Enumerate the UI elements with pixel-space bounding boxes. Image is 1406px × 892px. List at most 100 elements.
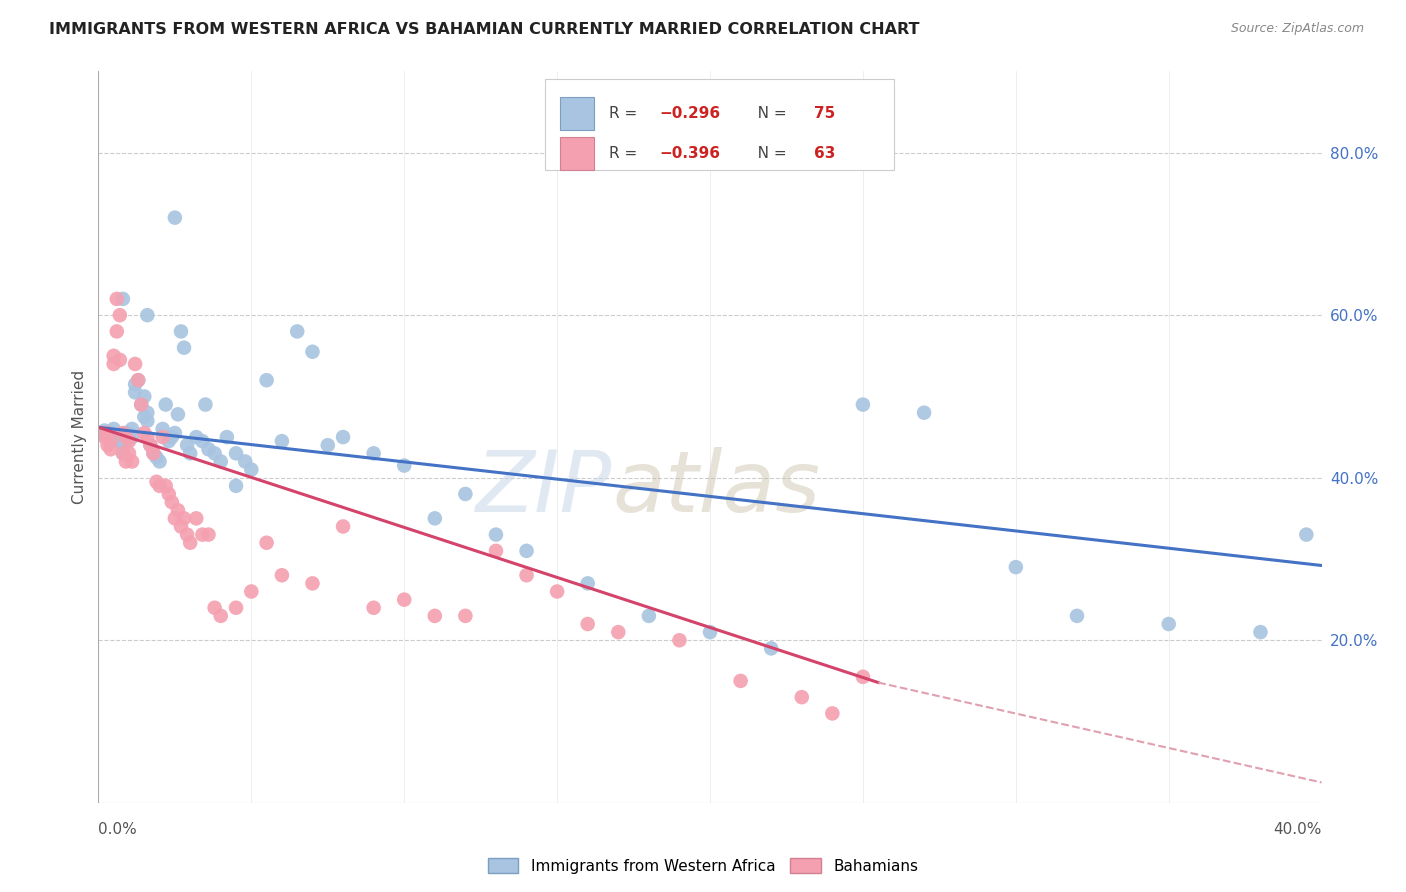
Point [103, 357, 125, 371]
Point [392, 458, 416, 473]
Point [115, 425, 138, 440]
Point [316, 438, 339, 452]
Point [149, 454, 172, 468]
Text: 40.0%: 40.0% [1274, 822, 1322, 837]
Point [423, 608, 446, 623]
Point [197, 442, 219, 457]
FancyBboxPatch shape [560, 97, 593, 130]
Point [209, 608, 232, 623]
Text: ZIP: ZIP [475, 447, 612, 530]
Point [105, 430, 128, 444]
Point [167, 503, 190, 517]
Point [167, 407, 190, 421]
Point [912, 406, 935, 420]
Legend: Immigrants from Western Africa, Bahamians: Immigrants from Western Africa, Bahamian… [482, 852, 924, 880]
Point [423, 511, 446, 525]
Point [170, 325, 193, 339]
Point [105, 325, 128, 339]
Point [118, 446, 141, 460]
Point [176, 438, 198, 452]
Point [108, 434, 131, 449]
Point [97, 425, 120, 440]
Point [139, 438, 162, 452]
Point [136, 406, 159, 420]
Point [93, 430, 115, 444]
Point [225, 479, 247, 493]
Point [155, 479, 177, 493]
Point [1066, 608, 1088, 623]
FancyBboxPatch shape [546, 78, 893, 170]
Point [485, 544, 508, 558]
Point [121, 422, 143, 436]
Point [363, 446, 385, 460]
Point [111, 438, 134, 452]
Point [176, 527, 198, 541]
Point [516, 544, 538, 558]
Point [332, 519, 354, 533]
Point [179, 446, 201, 460]
Point [256, 535, 278, 549]
Point [607, 625, 630, 640]
Point [240, 584, 263, 599]
Point [129, 398, 152, 412]
Point [155, 398, 177, 412]
Point [118, 430, 141, 444]
Point [136, 430, 159, 444]
Point [160, 495, 183, 509]
Point [118, 434, 141, 449]
Point [576, 617, 599, 632]
Text: N =: N = [742, 146, 792, 161]
Point [145, 475, 167, 489]
Point [485, 527, 508, 541]
Point [204, 600, 226, 615]
Text: IMMIGRANTS FROM WESTERN AFRICA VS BAHAMIAN CURRENTLY MARRIED CORRELATION CHART: IMMIGRANTS FROM WESTERN AFRICA VS BAHAMI… [49, 22, 920, 37]
Point [134, 425, 156, 440]
Point [90, 425, 112, 440]
Point [173, 341, 195, 355]
Point [191, 527, 214, 541]
Point [108, 352, 131, 367]
Point [1295, 527, 1317, 541]
Y-axis label: Currently Married: Currently Married [72, 370, 87, 504]
Point [191, 434, 214, 449]
Point [852, 670, 875, 684]
Point [637, 608, 661, 623]
Point [152, 430, 174, 444]
Point [93, 424, 115, 438]
Point [454, 608, 477, 623]
Point [179, 535, 201, 549]
Point [111, 292, 134, 306]
Point [668, 633, 690, 648]
Point [699, 625, 721, 640]
Point [121, 430, 143, 444]
Text: R =: R = [609, 146, 641, 161]
Point [127, 373, 149, 387]
Text: −0.296: −0.296 [659, 106, 721, 121]
Point [197, 527, 219, 541]
Point [100, 434, 122, 449]
Text: −0.396: −0.396 [659, 146, 721, 161]
Point [1249, 625, 1271, 640]
Point [852, 398, 875, 412]
Point [209, 454, 232, 468]
Point [392, 592, 416, 607]
Point [100, 434, 122, 449]
Point [160, 430, 183, 444]
Point [186, 511, 208, 525]
Text: 0.0%: 0.0% [98, 822, 138, 837]
Point [759, 641, 782, 656]
Point [157, 487, 180, 501]
Point [240, 462, 263, 476]
Point [115, 434, 138, 449]
Point [516, 568, 538, 582]
FancyBboxPatch shape [560, 137, 593, 170]
Point [270, 568, 292, 582]
Point [730, 673, 752, 688]
Point [301, 344, 323, 359]
Point [108, 308, 131, 322]
Point [204, 446, 226, 460]
Point [145, 450, 167, 465]
Point [149, 479, 172, 493]
Point [115, 454, 138, 468]
Text: atlas: atlas [612, 447, 820, 530]
